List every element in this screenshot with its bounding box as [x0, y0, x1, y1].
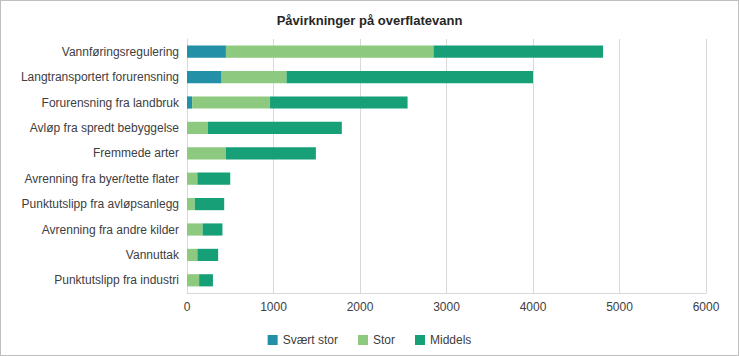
svg-text:Vannuttak: Vannuttak [126, 248, 180, 262]
svg-text:Avrenning fra byer/tette flate: Avrenning fra byer/tette flater [24, 172, 179, 186]
svg-text:1000: 1000 [260, 300, 287, 314]
svg-text:Svært stor: Svært stor [283, 333, 338, 347]
svg-text:Påvirkninger på overflatevann: Påvirkninger på overflatevann [277, 13, 463, 28]
svg-text:Forurensning fra landbruk: Forurensning fra landbruk [42, 96, 180, 110]
svg-text:5000: 5000 [606, 300, 633, 314]
svg-text:2000: 2000 [347, 300, 374, 314]
svg-text:Punktutslipp fra avløpsanlegg: Punktutslipp fra avløpsanlegg [22, 197, 179, 211]
svg-text:6000: 6000 [693, 300, 720, 314]
svg-text:Punktutslipp fra industri: Punktutslipp fra industri [54, 273, 179, 287]
svg-text:4000: 4000 [520, 300, 547, 314]
svg-text:Avløp fra spredt bebyggelse: Avløp fra spredt bebyggelse [30, 121, 180, 135]
svg-text:3000: 3000 [433, 300, 460, 314]
svg-text:Langtransportert forurensning: Langtransportert forurensning [21, 70, 179, 84]
svg-text:Stor: Stor [373, 333, 395, 347]
svg-text:Middels: Middels [430, 333, 471, 347]
svg-text:0: 0 [184, 300, 191, 314]
svg-text:Vannføringsregulering: Vannføringsregulering [62, 45, 179, 59]
svg-text:Avrenning fra andre kilder: Avrenning fra andre kilder [42, 223, 179, 237]
svg-text:Fremmede arter: Fremmede arter [93, 146, 179, 160]
